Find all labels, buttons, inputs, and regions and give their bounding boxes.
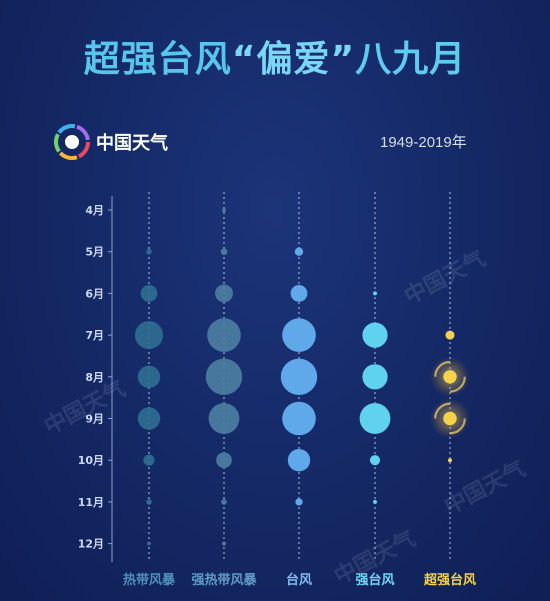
bubble-3-2 [294,247,304,256]
x-category-label-3: 台风 [286,572,312,588]
bubble-2-4 [207,318,241,352]
title-tail: 八九月 [355,39,467,80]
bubble-3-6 [282,401,316,436]
title-accent: 偏爱 [256,39,331,80]
bubble-2-9 [222,541,226,546]
bubble-2-7 [216,452,232,469]
bubble-2-8 [221,499,227,505]
title-quote-close: ” [330,39,356,80]
bubble-4-6 [359,403,391,434]
bubble-4-3 [373,291,377,296]
y-tick-label-4: 7月 [85,329,104,342]
bubble-2-3 [215,284,233,303]
bubble-4-8 [373,499,377,504]
bubble-2-6 [208,403,240,434]
bubble-2-1 [222,208,226,212]
bubble-4-5 [362,364,388,390]
bubble-swirl-a-5 [434,360,451,377]
y-tick-label-2: 5月 [85,246,104,259]
bubble-1-9 [147,541,151,546]
brand-logo: 中国天气 [54,122,204,162]
bubble-1-2 [146,248,152,255]
title-quote-open: “ [231,39,257,80]
x-category-label-5: 超强台风 [424,572,476,588]
bubble-1-7 [143,454,155,466]
bubble-4-4 [362,322,388,348]
bubble-1-5 [137,365,161,388]
bubble-1-3 [140,285,158,302]
bubble-1-4 [135,321,163,350]
x-category-label-4: 强台风 [355,572,394,588]
bubble-3-4 [282,318,316,352]
bubble-2-5 [205,358,243,395]
title-main: 超强台风 [83,39,232,80]
bubble-1-8 [146,499,152,505]
y-tick-label-9: 12月 [78,538,104,551]
page-title: 超强台风“偏爱”八九月 [0,30,550,82]
bubble-5-5 [443,370,457,384]
bubble-5-4 [445,330,455,340]
bubble-5-6 [443,411,457,426]
y-tick-label-8: 11月 [78,496,104,509]
china-weather-logo-icon [54,124,90,160]
bubble-3-3 [290,285,308,302]
y-tick-label-3: 6月 [85,287,104,300]
bubble-3-5 [280,358,318,395]
x-category-label-1: 热带风暴 [123,572,176,588]
bubble-swirl-b-5 [449,376,466,393]
bubble-4-7 [369,455,381,466]
brand-name: 中国天气 [96,133,168,154]
bubble-swirl-a-6 [434,402,451,419]
y-tick-label-6: 9月 [85,413,104,426]
y-tick-label-5: 8月 [85,371,104,384]
x-category-label-2: 强热带风暴 [191,572,257,588]
bubble-3-8 [295,498,303,506]
bubble-swirl-b-6 [449,418,466,435]
bubble-1-6 [137,407,161,430]
y-tick-label-7: 10月 [78,454,104,467]
period-label: 1949-2019年 [380,134,467,151]
bubble-3-7 [287,449,311,472]
bubble-2-2 [220,248,228,256]
y-tick-label-1: 4月 [85,204,104,217]
bubble-5-7 [448,458,452,463]
